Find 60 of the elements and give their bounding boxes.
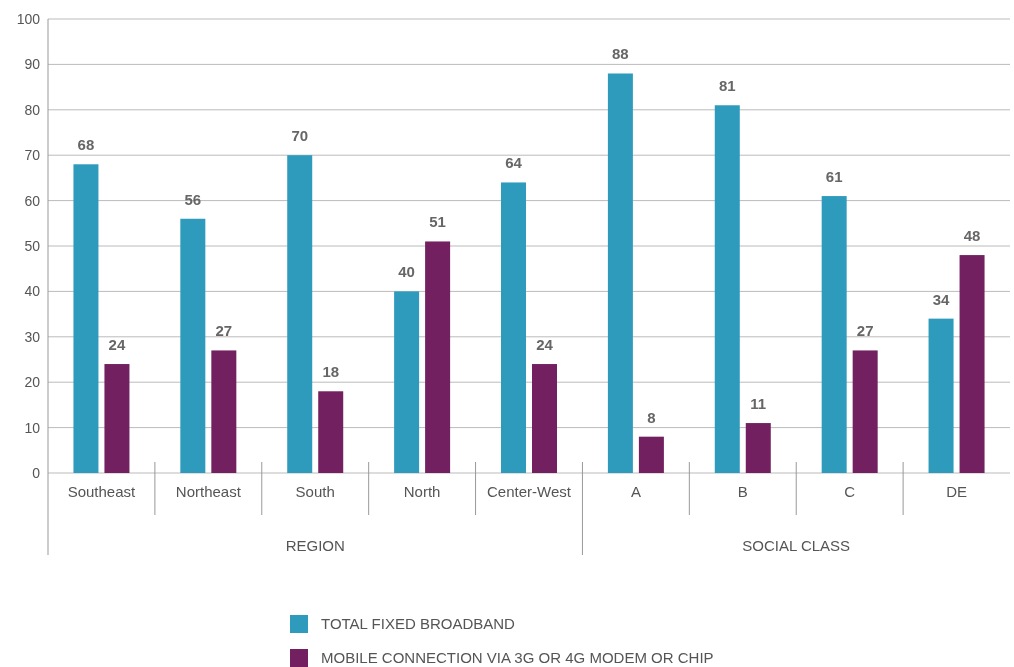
bar: [394, 291, 420, 473]
bar: [104, 364, 130, 473]
data-label: 56: [184, 190, 202, 208]
y-tick-label: 50: [24, 237, 41, 254]
x-tick-label: Northeast: [175, 483, 242, 500]
data-label: 18: [322, 363, 340, 381]
bar: [607, 73, 633, 473]
data-label: 11: [750, 395, 767, 413]
x-tick-label: C: [844, 483, 856, 500]
y-tick-label: 30: [24, 328, 41, 345]
y-tick-label: 90: [24, 56, 41, 73]
bar: [959, 255, 985, 473]
y-tick-label: 100: [16, 10, 41, 27]
bar: [532, 364, 557, 473]
x-tick-label: North: [403, 483, 441, 500]
legend-label: TOTAL FIXED BROADBAND: [321, 615, 516, 633]
data-label: 48: [963, 227, 981, 245]
bar: [852, 350, 878, 473]
data-label: 27: [856, 322, 874, 340]
data-label: 27: [215, 322, 233, 340]
legend-label: MOBILE CONNECTION VIA 3G OR 4G MODEM OR CHIP: [321, 649, 714, 667]
bar: [180, 218, 206, 473]
y-tick-label: 0: [32, 464, 41, 481]
y-tick-label: 80: [24, 101, 41, 118]
bar: [714, 105, 740, 473]
data-label: 70: [291, 127, 309, 145]
data-label: 88: [612, 45, 629, 63]
x-tick-label: South: [295, 483, 335, 500]
text: REGION: [285, 537, 345, 554]
bar: [73, 164, 99, 473]
data-label: 68: [77, 136, 95, 154]
x-tick-label: Southeast: [67, 483, 137, 500]
bar: [638, 436, 664, 473]
text: SOCIAL CLASS: [742, 537, 851, 554]
bar: [287, 155, 313, 473]
y-tick-label: 20: [24, 374, 41, 391]
x-tick-label: DE: [946, 483, 967, 500]
bar: [928, 318, 954, 473]
x-tick-label: Center-West: [487, 483, 572, 500]
bar: [821, 196, 847, 473]
bar: [425, 241, 451, 473]
y-tick-label: 40: [24, 283, 41, 300]
bar: [501, 182, 526, 473]
bar: [318, 391, 344, 473]
y-tick-label: 70: [24, 147, 41, 164]
bar: [745, 423, 771, 473]
data-label: 64: [505, 154, 523, 172]
data-label: 81: [718, 77, 736, 95]
data-label: 61: [825, 168, 843, 186]
data-label: 40: [398, 263, 415, 281]
y-tick-label: 10: [24, 419, 41, 436]
x-tick-label: B: [737, 483, 748, 500]
bar: [211, 350, 237, 473]
x-tick-label: A: [630, 483, 641, 500]
data-label: 24: [108, 336, 126, 354]
data-label: 24: [536, 336, 554, 354]
data-label: 8: [647, 408, 656, 426]
y-tick-label: 60: [24, 192, 41, 209]
data-label: 51: [429, 213, 446, 231]
data-label: 34: [932, 290, 951, 308]
